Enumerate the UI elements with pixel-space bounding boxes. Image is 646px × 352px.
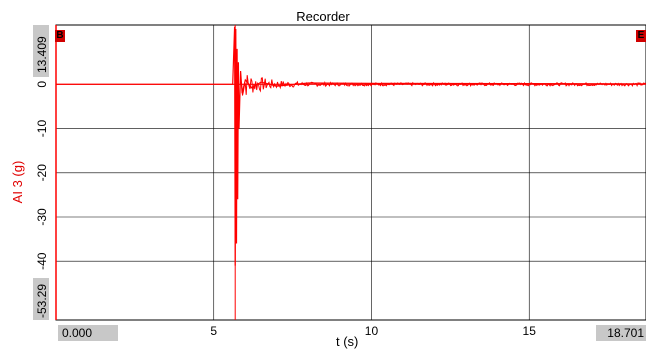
signal-decay-trace (240, 75, 646, 96)
x-tick-label: 15 (523, 324, 537, 338)
y-tick-label: 0 (35, 81, 49, 88)
y-max-box[interactable]: 13.409 (33, 25, 49, 77)
y-tick-label: -10 (35, 120, 49, 138)
y-min-box[interactable]: -53.29 (33, 278, 49, 320)
signal-trace (56, 26, 646, 266)
x-axis-label: t (s) (336, 334, 359, 349)
begin-marker[interactable]: B (55, 30, 65, 42)
y-tick-label: -30 (35, 208, 49, 226)
y-max-value: 13.409 (35, 36, 49, 73)
end-marker[interactable]: E (636, 30, 646, 42)
x-min-box[interactable]: 0.000 (58, 325, 118, 341)
y-min-value: -53.29 (35, 283, 49, 318)
x-tick-label: 5 (210, 324, 217, 338)
x-tick-label: 10 (365, 324, 379, 338)
chart-title: Recorder (296, 9, 350, 24)
y-tick-label: -20 (35, 164, 49, 182)
y-tick-label: -40 (35, 252, 49, 270)
x-max-box[interactable]: 18.701 (596, 325, 646, 341)
y-axis-label: AI 3 (g) (10, 160, 25, 204)
